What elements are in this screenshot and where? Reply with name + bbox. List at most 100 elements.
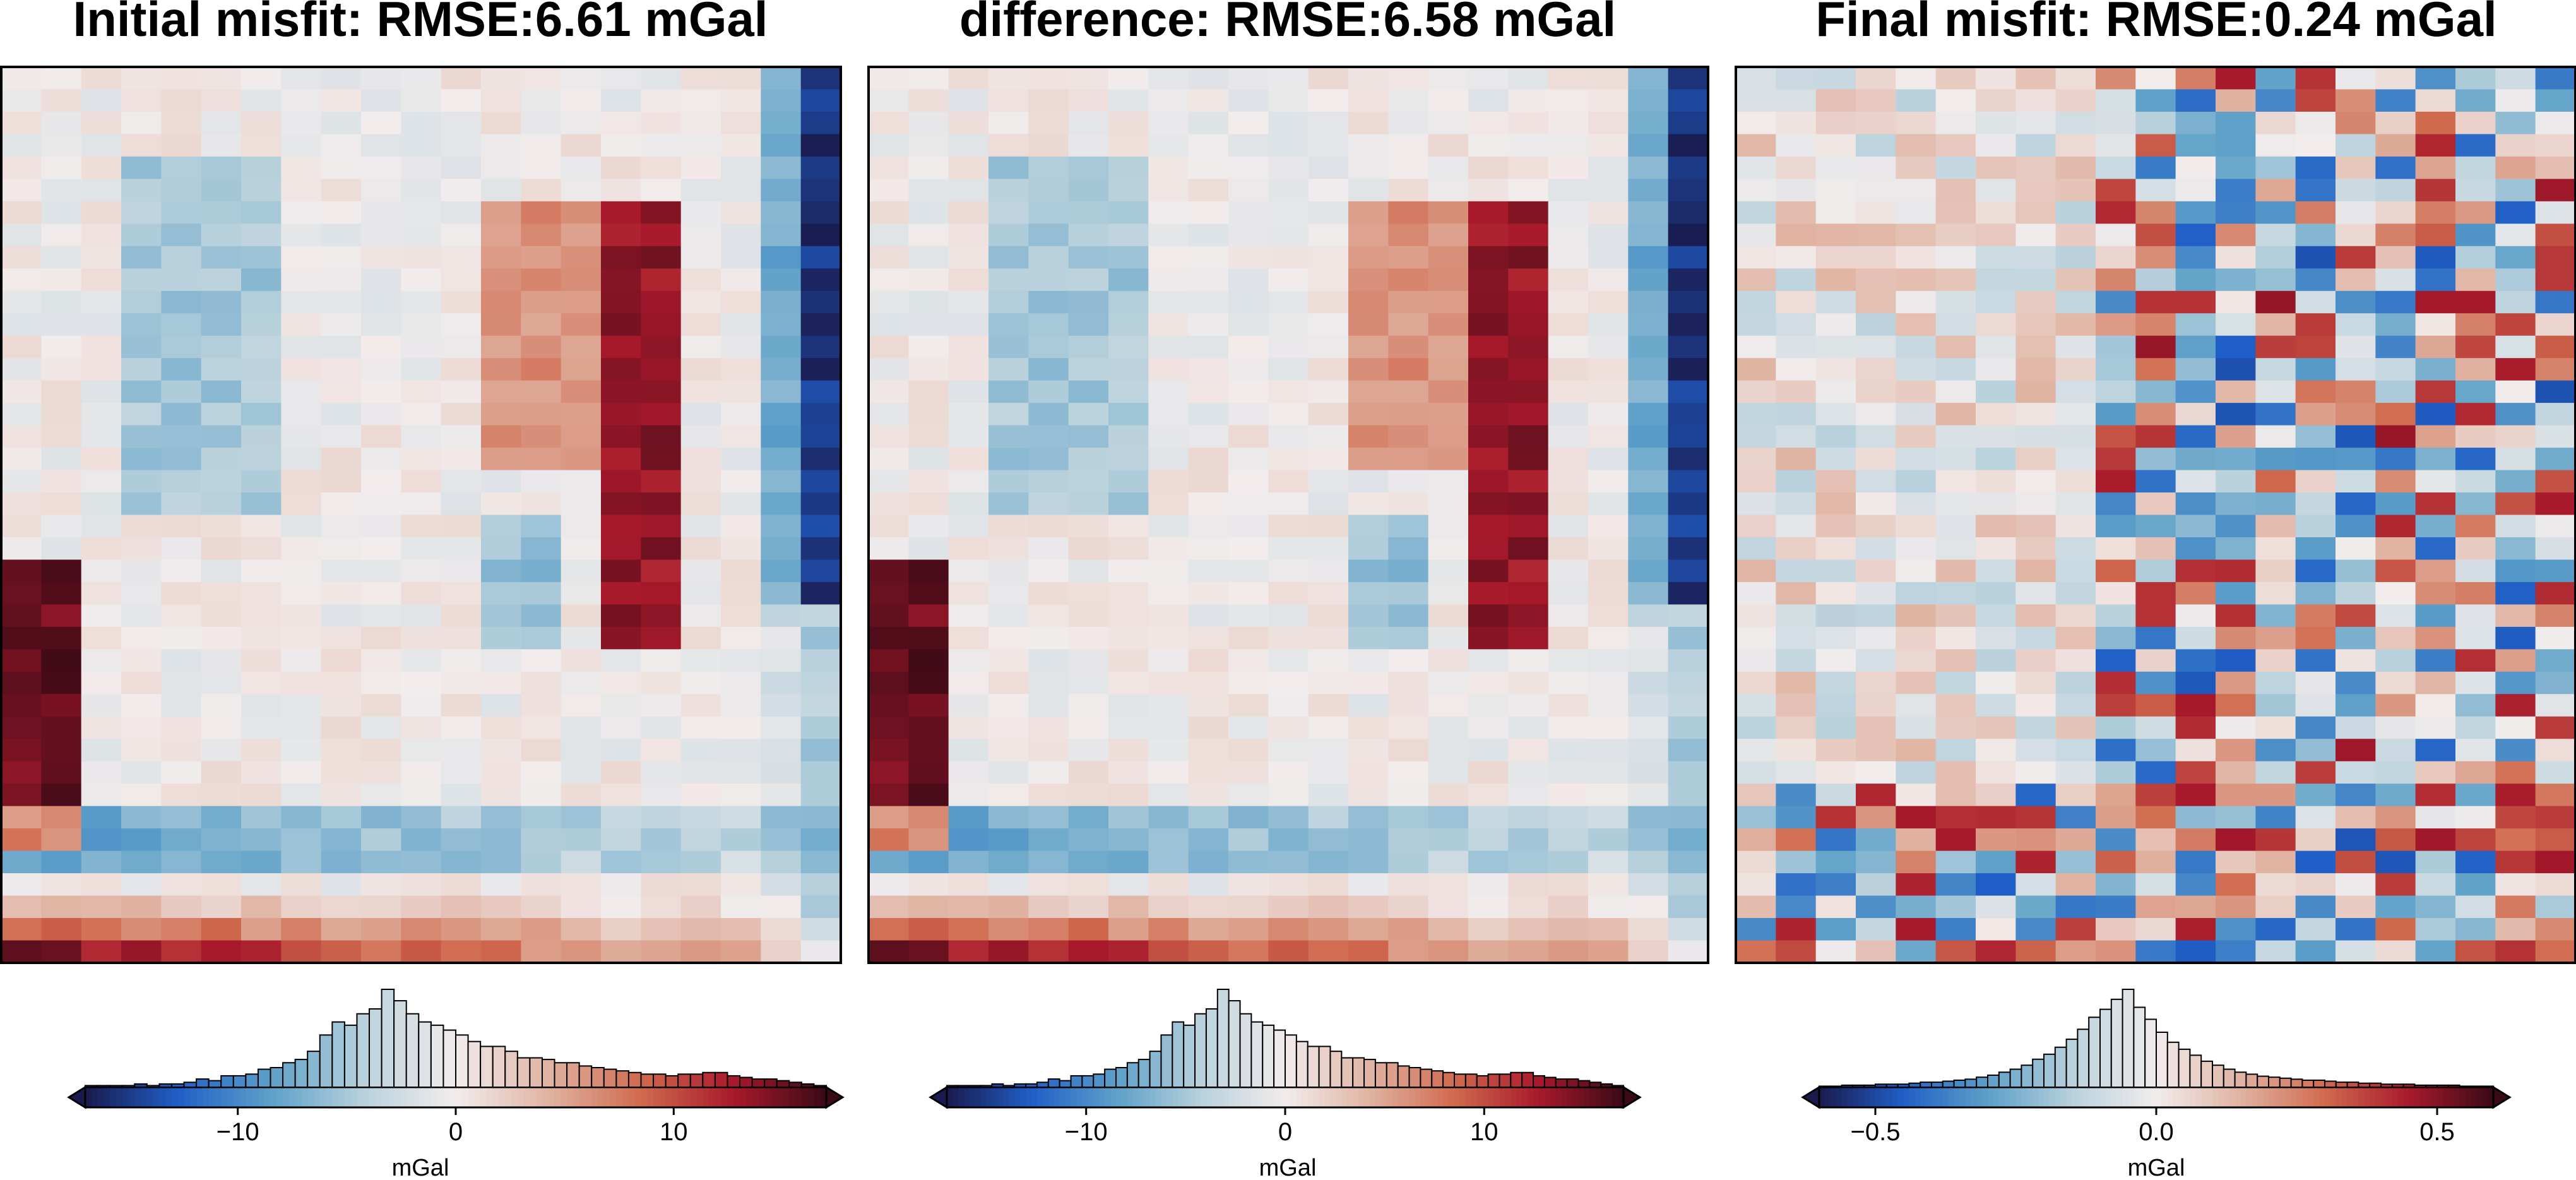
heatmap-cell (401, 67, 442, 90)
heatmap-cell (1856, 313, 1896, 337)
colorbar-segment (2414, 1087, 2421, 1107)
heatmap-cell (761, 268, 802, 292)
heatmap-cell (601, 492, 641, 516)
heatmap-cell (1348, 67, 1389, 90)
heatmap-cell (2375, 671, 2416, 694)
heatmap-cell (1508, 739, 1549, 762)
heatmap-cell (81, 492, 122, 516)
heatmap-cell (401, 716, 442, 739)
heatmap-cell (2336, 425, 2376, 448)
heatmap-cell (2336, 850, 2376, 874)
heatmap-cell (601, 559, 641, 583)
heatmap-cell (680, 380, 721, 403)
heatmap-cell (1, 246, 42, 269)
colorbar-segment (653, 1087, 660, 1107)
heatmap-cell (1108, 806, 1149, 829)
heatmap-cell (721, 223, 761, 247)
heatmap-cell (2216, 89, 2256, 112)
heatmap-cell (761, 716, 802, 739)
heatmap-cell (201, 134, 242, 157)
heatmap-cell (601, 895, 641, 919)
heatmap-cell (321, 111, 362, 135)
heatmap-cell (1268, 581, 1309, 605)
heatmap-cell (641, 895, 682, 919)
heatmap-cell (1896, 268, 1937, 292)
colorbar-segment (1240, 1087, 1247, 1107)
heatmap-cell (161, 873, 202, 897)
heatmap-cell (2096, 470, 2136, 493)
heatmap-cell (441, 246, 482, 269)
heatmap-cell (1588, 739, 1629, 762)
heatmap-cell (441, 111, 482, 135)
heatmap-cell (1468, 873, 1509, 897)
heatmap-cell (1736, 581, 1776, 605)
colorbar-segment (1998, 1087, 2005, 1107)
heatmap-cell (2055, 649, 2096, 672)
heatmap-cell (201, 111, 242, 135)
heatmap-cell (521, 290, 562, 314)
heatmap-cell (988, 626, 1029, 650)
heatmap-cell (1668, 134, 1709, 157)
heatmap-cell (201, 739, 242, 762)
heatmap-cell (2495, 67, 2536, 90)
heatmap-cell (481, 806, 521, 829)
colorbar-segment (2134, 1087, 2140, 1107)
heatmap-cell (1228, 649, 1269, 672)
heatmap-cell (1148, 201, 1189, 224)
heatmap-cell (2455, 895, 2496, 919)
colorbar-unit-label: mGal (2128, 1155, 2185, 1180)
colorbar-segment (709, 1087, 716, 1107)
heatmap-cell (2096, 448, 2136, 471)
colorbar-segment (715, 1087, 722, 1107)
heatmap-cell (1348, 515, 1389, 538)
heatmap-cell (521, 515, 562, 538)
heatmap-cell (1188, 940, 1229, 963)
colorbar-segment (986, 1087, 993, 1107)
heatmap-cell (1388, 403, 1429, 426)
heatmap-cell (441, 492, 482, 516)
heatmap-cell (2015, 111, 2057, 135)
heatmap-cell (1428, 806, 1469, 829)
heatmap-cell (2175, 470, 2216, 493)
heatmap-cell (1428, 716, 1469, 739)
heatmap-cell (1428, 515, 1469, 538)
heatmap-cell (401, 246, 442, 269)
heatmap-cell (441, 448, 482, 471)
heatmap-cell (361, 403, 401, 426)
colorbar-segment (517, 1087, 525, 1107)
heatmap-cell (908, 335, 949, 359)
histogram-bar (653, 1073, 667, 1088)
heatmap-cell (161, 134, 202, 157)
heatmap-cell (161, 694, 202, 717)
heatmap-cell (2535, 448, 2576, 471)
heatmap-cell (1108, 537, 1149, 561)
heatmap-cell (2336, 559, 2376, 583)
colorbar-segment (1149, 1087, 1156, 1107)
heatmap-cell (1856, 425, 1896, 448)
histogram-bar (665, 1075, 679, 1088)
colorbar-segment (616, 1087, 623, 1107)
heatmap-cell (1428, 246, 1469, 269)
heatmap-cell (1508, 537, 1549, 561)
heatmap-cell (1268, 940, 1309, 963)
heatmap-cell (948, 940, 989, 963)
heatmap-cell (2495, 380, 2536, 403)
colorbar-segment (1584, 1087, 1591, 1107)
heatmap-cell (1628, 873, 1669, 897)
heatmap-cell (1068, 67, 1109, 90)
heatmap-cell (2455, 850, 2496, 874)
heatmap-cell (721, 918, 761, 941)
heatmap-cell (1348, 806, 1389, 829)
heatmap-cell (361, 537, 401, 561)
heatmap-cell (321, 201, 362, 224)
heatmap-cell (1628, 761, 1669, 784)
heatmap-cell (321, 671, 362, 694)
heatmap-cell (201, 156, 242, 179)
heatmap-cell (2375, 940, 2416, 963)
heatmap-cell (721, 290, 761, 314)
heatmap-cell (1856, 201, 1896, 224)
heatmap-cell (1668, 649, 1709, 672)
heatmap-cell (1896, 223, 1937, 247)
heatmap-cell (241, 940, 282, 963)
heatmap-cell (1815, 111, 1856, 135)
